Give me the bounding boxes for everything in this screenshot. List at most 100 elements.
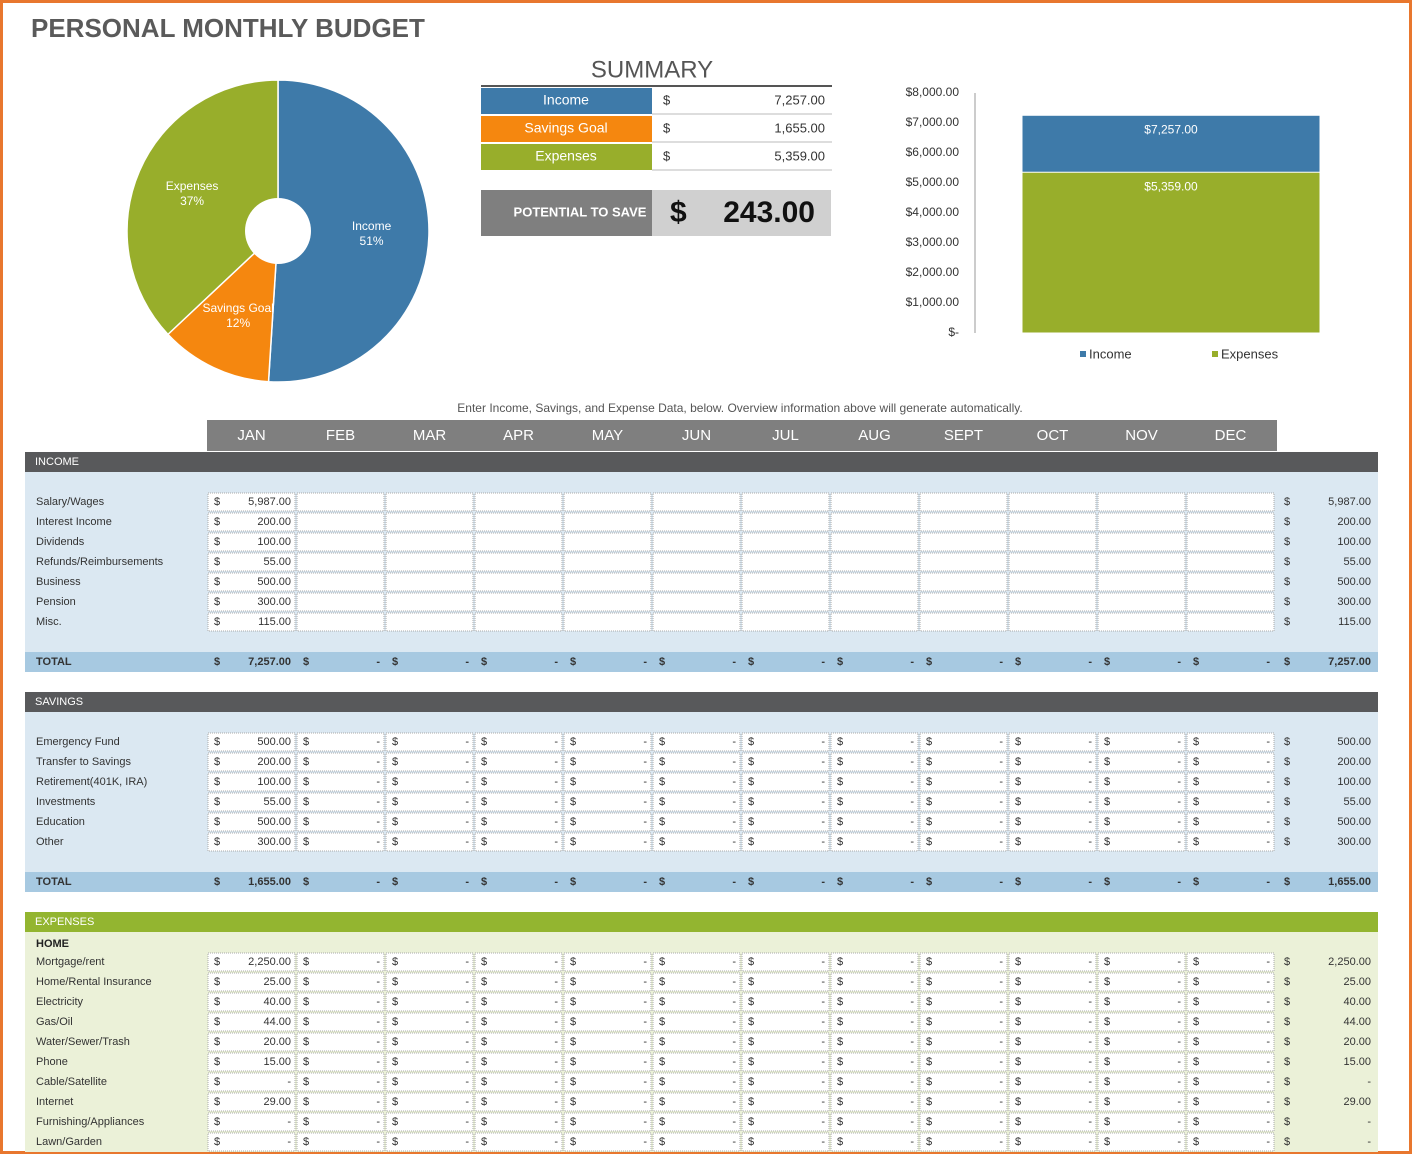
cell-value: - xyxy=(999,976,1003,988)
cell-currency: $ xyxy=(1104,736,1110,748)
cell-value: - xyxy=(910,836,914,848)
cell-value: - xyxy=(1088,876,1092,888)
cell-value: - xyxy=(554,1036,558,1048)
cell-currency: $ xyxy=(1015,836,1021,848)
cell-currency: $ xyxy=(1104,976,1110,988)
cell-currency: $ xyxy=(392,1096,398,1108)
cell-value: - xyxy=(1088,776,1092,788)
cell-value: - xyxy=(821,756,825,768)
entry-cell xyxy=(207,512,296,532)
pie-label: Savings Goal xyxy=(202,301,273,315)
entry-cell xyxy=(563,1012,652,1032)
entry-cell xyxy=(296,772,385,792)
entry-cell xyxy=(1008,1132,1097,1152)
entry-cell xyxy=(652,572,741,592)
entry-cell xyxy=(652,552,741,572)
total-label: TOTAL xyxy=(36,656,72,668)
entry-cell xyxy=(919,552,1008,572)
row-label: Other xyxy=(36,836,64,848)
pie-label: Income xyxy=(352,219,392,233)
entry-cell xyxy=(830,1052,919,1072)
cell-currency: $ xyxy=(1015,796,1021,808)
entry-cell xyxy=(652,992,741,1012)
row-total-currency: $ xyxy=(1284,1076,1290,1088)
row-total-currency: $ xyxy=(1284,796,1290,808)
cell-value: - xyxy=(643,1096,647,1108)
cell-currency: $ xyxy=(659,756,665,768)
entry-cell xyxy=(474,772,563,792)
entry-cell xyxy=(296,492,385,512)
cell-currency: $ xyxy=(1015,1016,1021,1028)
entry-cell xyxy=(474,792,563,812)
cell-currency: $ xyxy=(659,656,665,668)
cell-value: - xyxy=(821,836,825,848)
cell-currency: $ xyxy=(392,1076,398,1088)
cell-value: - xyxy=(1177,1016,1181,1028)
cell-currency: $ xyxy=(570,836,576,848)
cell-value: - xyxy=(554,1056,558,1068)
cell-currency: $ xyxy=(1015,1076,1021,1088)
cell-currency: $ xyxy=(748,976,754,988)
entry-cell xyxy=(830,1012,919,1032)
cell-value: - xyxy=(554,996,558,1008)
cell-currency: $ xyxy=(481,976,487,988)
entry-cell xyxy=(919,1012,1008,1032)
y-tick-label: $6,000.00 xyxy=(906,145,960,159)
cell-currency: $ xyxy=(926,816,932,828)
entry-cell xyxy=(385,1052,474,1072)
entry-cell xyxy=(1008,832,1097,852)
cell-value: - xyxy=(1266,1136,1270,1148)
month-header: FEB xyxy=(326,427,355,444)
cell-currency: $ xyxy=(570,976,576,988)
entry-cell xyxy=(1186,1032,1275,1052)
cell-value: 100.00 xyxy=(257,536,291,548)
row-total-value: 100.00 xyxy=(1337,776,1371,788)
cell-currency: $ xyxy=(214,556,220,568)
cell-value: - xyxy=(465,1096,469,1108)
row-total-value: 29.00 xyxy=(1343,1096,1371,1108)
entry-cell xyxy=(652,752,741,772)
cell-currency: $ xyxy=(1193,1076,1199,1088)
cell-value: - xyxy=(732,776,736,788)
entry-cell xyxy=(830,1112,919,1132)
cell-currency: $ xyxy=(392,736,398,748)
cell-currency: $ xyxy=(659,1096,665,1108)
section-header-bar xyxy=(25,692,1378,712)
entry-cell xyxy=(1186,732,1275,752)
entry-cell xyxy=(830,952,919,972)
y-tick-label: $4,000.00 xyxy=(906,205,960,219)
cell-currency: $ xyxy=(659,796,665,808)
entry-cell xyxy=(474,1012,563,1032)
cell-value: - xyxy=(465,1136,469,1148)
cell-value: - xyxy=(376,776,380,788)
entry-cell xyxy=(652,492,741,512)
entry-cell xyxy=(1186,1132,1275,1152)
cell-value: - xyxy=(287,1116,291,1128)
cell-value: - xyxy=(1088,1016,1092,1028)
cell-currency: $ xyxy=(926,1076,932,1088)
entry-cell xyxy=(652,1012,741,1032)
cell-currency: $ xyxy=(659,1076,665,1088)
entry-cell xyxy=(919,792,1008,812)
cell-value: - xyxy=(376,1136,380,1148)
entry-cell xyxy=(474,552,563,572)
entry-cell xyxy=(1186,832,1275,852)
row-total-value: 100.00 xyxy=(1337,536,1371,548)
row-total-value: 1,655.00 xyxy=(1328,876,1371,888)
entry-cell xyxy=(652,972,741,992)
row-total-value: 115.00 xyxy=(1338,616,1371,628)
cell-value: - xyxy=(910,736,914,748)
entry-cell xyxy=(919,1132,1008,1152)
entry-cell xyxy=(741,512,830,532)
entry-cell xyxy=(563,992,652,1012)
cell-value: - xyxy=(376,736,380,748)
entry-cell xyxy=(474,732,563,752)
entry-cell xyxy=(1097,492,1186,512)
cell-currency: $ xyxy=(481,956,487,968)
row-total-currency: $ xyxy=(1284,956,1290,968)
cell-currency: $ xyxy=(481,876,487,888)
entry-cell xyxy=(1186,992,1275,1012)
pie-value-label: 51% xyxy=(360,234,384,248)
entry-cell xyxy=(1008,792,1097,812)
entry-cell xyxy=(741,792,830,812)
